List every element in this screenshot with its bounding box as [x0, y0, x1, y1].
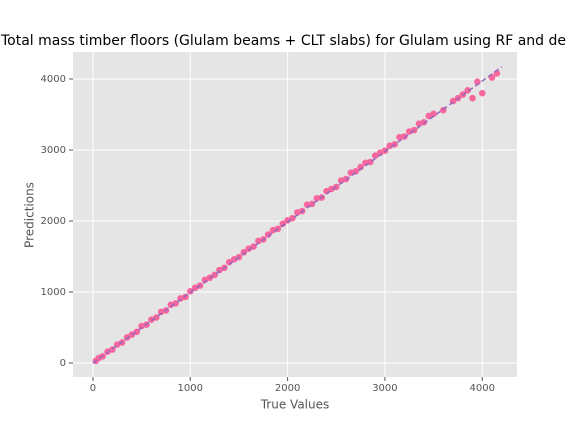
chart-title: Total mass timber floors (Glulam beams +…	[0, 33, 566, 49]
point	[279, 220, 287, 228]
x-tick-label: 1000	[178, 383, 203, 394]
x-axis-label: True Values	[260, 398, 330, 412]
point	[430, 110, 437, 118]
y-tick-label: 1000	[41, 287, 66, 298]
y-tick-label: 3000	[41, 145, 66, 156]
y-axis-label: Predictions	[23, 182, 37, 248]
point	[186, 287, 194, 295]
point	[478, 89, 486, 97]
point	[469, 94, 476, 102]
reference-line	[92, 66, 503, 364]
point	[396, 133, 403, 141]
point	[313, 194, 321, 202]
x-tick-label: 4000	[470, 383, 495, 394]
y-tick-label: 4000	[41, 74, 66, 85]
y-tick-label: 2000	[41, 216, 66, 227]
point	[240, 248, 248, 256]
point	[464, 87, 471, 94]
x-tick-label: 3000	[372, 383, 397, 394]
x-tick-label: 0	[90, 383, 96, 394]
point	[264, 231, 272, 238]
y-tick-label: 0	[60, 358, 66, 369]
point	[371, 152, 379, 159]
x-tick-label: 2000	[275, 383, 300, 394]
point	[420, 118, 428, 126]
